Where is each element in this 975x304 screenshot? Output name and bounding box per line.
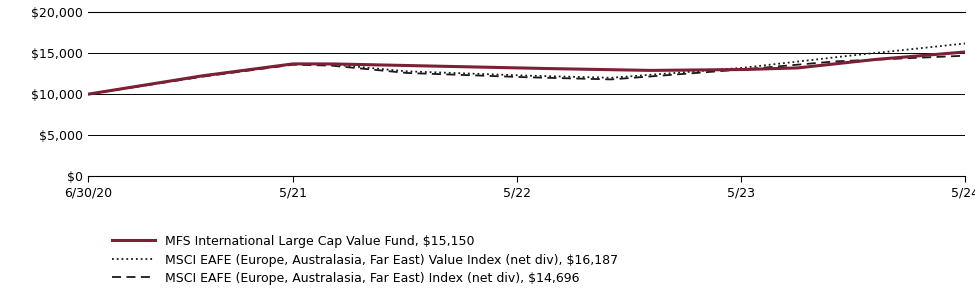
Legend: MFS International Large Cap Value Fund, $15,150, MSCI EAFE (Europe, Australasia,: MFS International Large Cap Value Fund, … <box>111 235 618 285</box>
